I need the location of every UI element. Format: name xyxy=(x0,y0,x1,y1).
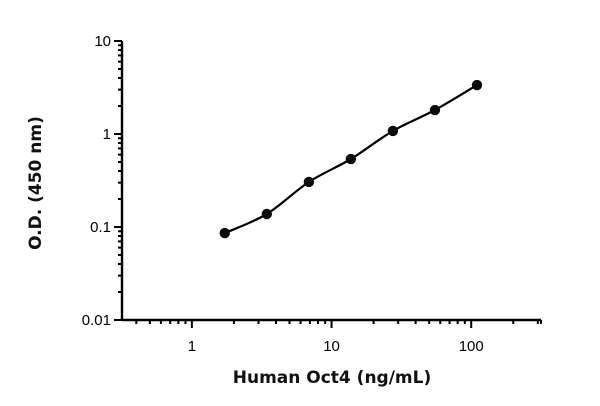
y-axis: 0.01 0.1 1 10 xyxy=(82,33,124,329)
y-tick-label: 10 xyxy=(94,33,111,50)
data-point xyxy=(345,153,357,165)
data-point xyxy=(219,227,230,239)
y-tick-label: 0.1 xyxy=(90,219,111,236)
data-point xyxy=(261,208,273,220)
data-point xyxy=(429,104,441,116)
x-axis-title: Human Oct4 (ng/mL) xyxy=(233,368,432,388)
x-tick-label: 10 xyxy=(323,338,340,355)
data-point xyxy=(387,125,399,137)
x-tick-label: 1 xyxy=(188,338,196,355)
y-axis-title: O.D. (450 nm) xyxy=(26,116,46,250)
y-tick-label: 0.01 xyxy=(82,312,111,329)
y-tick-label: 1 xyxy=(103,126,111,143)
data-point xyxy=(471,79,483,91)
plot-area xyxy=(219,79,483,239)
x-axis: 1 10 100 xyxy=(122,318,542,355)
x-tick-label: 100 xyxy=(459,338,484,355)
data-point xyxy=(303,176,315,188)
